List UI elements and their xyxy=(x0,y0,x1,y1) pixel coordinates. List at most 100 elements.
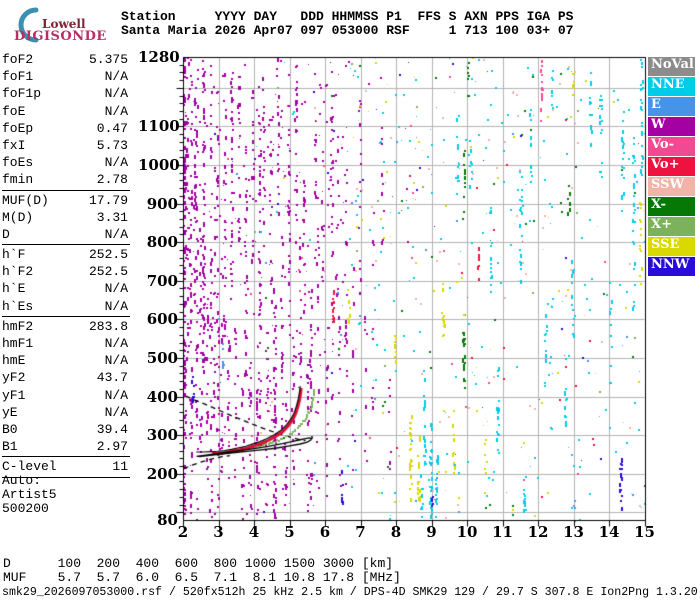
file-info-line: smk29_2026097053000.rsf / 520fx512h 25 k… xyxy=(2,586,698,599)
param-row-mufd: MUF(D) 17.79 xyxy=(2,192,128,209)
param-label: D xyxy=(2,226,10,242)
ionogram-plot xyxy=(173,47,655,529)
legend-item-w: W xyxy=(648,117,695,136)
x-axis-label: 13 xyxy=(563,523,584,541)
legend-item-x: X- xyxy=(648,197,695,216)
x-axis-label: 10 xyxy=(456,523,478,541)
param-label: MUF(D) xyxy=(2,192,49,208)
param-label: h`F2 xyxy=(2,264,34,280)
param-label: foEs xyxy=(2,155,34,171)
param-label: M(D) xyxy=(2,209,34,225)
param-value: N/A xyxy=(104,86,128,102)
param-row-fof1p: foF1p N/A xyxy=(2,85,128,102)
param-value: 283.8 xyxy=(88,318,128,334)
autoscaling-info: Auto: Artist5 500200 xyxy=(2,473,57,517)
param-label: foEp xyxy=(2,120,34,136)
y-axis-label: 700 xyxy=(146,271,178,290)
separator xyxy=(2,456,130,458)
param-label: fmin xyxy=(2,172,34,188)
param-value: 2.78 xyxy=(96,172,128,188)
y-axis-label: 800 xyxy=(146,233,178,252)
param-value: 11 xyxy=(112,459,128,475)
separator xyxy=(2,189,130,191)
x-axis-label: 7 xyxy=(355,523,366,541)
legend-item-nnw: NNW xyxy=(648,257,695,276)
lowell-digisonde-logo: Lowell DIGISONDE xyxy=(6,4,116,46)
param-label: B0 xyxy=(2,421,18,437)
separator xyxy=(2,315,130,317)
param-row-hmf2: hmF2 283.8 xyxy=(2,318,128,335)
x-axis-label: 2 xyxy=(177,523,189,541)
param-label: foE xyxy=(2,103,26,119)
param-value: N/A xyxy=(104,387,128,403)
param-label: hmF1 xyxy=(2,336,34,351)
y-axis-label: 200 xyxy=(146,464,178,483)
x-axis-label: 14 xyxy=(598,523,620,541)
param-label: B1 xyxy=(2,439,18,455)
param-label: foF1p xyxy=(2,86,42,102)
param-label: hmF2 xyxy=(2,318,34,334)
param-value: N/A xyxy=(104,353,128,369)
param-value: 252.5 xyxy=(88,247,128,263)
y-axis-label: 600 xyxy=(146,310,178,329)
param-row-fof1: foF1 N/A xyxy=(2,68,128,85)
param-value: 17.79 xyxy=(88,192,128,208)
param-value: N/A xyxy=(104,155,128,171)
param-row-he: h`E N/A xyxy=(2,280,128,297)
x-axis-label: 12 xyxy=(527,523,549,541)
param-label: foF2 xyxy=(2,52,34,67)
param-row-md: M(D) 3.31 xyxy=(2,209,128,226)
y-axis-label: 1100 xyxy=(138,117,180,136)
param-value: N/A xyxy=(104,404,128,420)
param-row-foep: foEp 0.47 xyxy=(2,120,128,137)
param-row-fof2: foF2 5.375 xyxy=(2,51,128,68)
parameter-panel: foF2 5.375 foF1 N/A foF1p N/A foE N/A foEp 0.47 fx… xyxy=(2,51,130,479)
param-value: N/A xyxy=(104,103,128,119)
param-row-clevel: C-level 11 xyxy=(2,458,128,475)
legend-item-x: X+ xyxy=(648,217,695,236)
muf-frequency-row: MUF 5.7 5.7 6.0 6.5 7.1 8.1 10.8 17.8 [M… xyxy=(3,570,401,585)
y-axis-label: 900 xyxy=(146,194,178,213)
y-axis-label: 500 xyxy=(146,348,178,367)
param-value: N/A xyxy=(104,281,128,297)
param-row-foes: foEs N/A xyxy=(2,154,128,171)
param-row-yf2: yF2 43.7 xyxy=(2,369,128,386)
param-value: 5.73 xyxy=(96,137,128,153)
muf-distance-row: D 100 200 400 600 800 1000 1500 3000 [km… xyxy=(3,556,394,571)
param-value: 5.375 xyxy=(88,52,128,67)
param-row-fxi: fxI 5.73 xyxy=(2,137,128,154)
legend-item-e: E xyxy=(648,97,695,116)
header-line-1: Station YYYY DAY DDD HHMMSS P1 FFS S AXN… xyxy=(121,9,574,24)
param-label: foF1 xyxy=(2,69,34,85)
param-label: yE xyxy=(2,404,18,420)
header-line-2: Santa Maria 2026 Apr07 097 053000 RSF 1 … xyxy=(121,23,574,38)
x-axis-label: 5 xyxy=(284,523,295,541)
logo-text-lowell: Lowell xyxy=(42,17,86,31)
param-value: N/A xyxy=(104,336,128,351)
param-label: fxI xyxy=(2,137,26,153)
param-label: h`F xyxy=(2,247,26,263)
param-label: h`E xyxy=(2,281,26,297)
legend-item-sse: SSE xyxy=(648,237,695,256)
crescent-icon xyxy=(18,7,39,43)
y-axis-label: 1000 xyxy=(138,156,180,175)
x-axis-label: 9 xyxy=(426,523,437,541)
param-label: yF1 xyxy=(2,387,26,403)
y-axis-label: 300 xyxy=(146,426,178,445)
param-label: C-level xyxy=(2,459,57,475)
param-row-hme: hmE N/A xyxy=(2,352,128,369)
param-row-hf: h`F 252.5 xyxy=(2,246,128,263)
param-row-hmf1: hmF1 N/A xyxy=(2,335,128,352)
x-axis-label: 4 xyxy=(248,523,260,541)
param-label: hmE xyxy=(2,353,26,369)
param-row-b1: B1 2.97 xyxy=(2,438,128,455)
param-row-d: D N/A xyxy=(2,226,128,243)
legend-item-vo: Vo+ xyxy=(648,157,695,176)
param-value: N/A xyxy=(104,226,128,242)
param-row-fmin: fmin 2.78 xyxy=(2,171,128,188)
param-label: yF2 xyxy=(2,370,26,386)
param-value: 0.47 xyxy=(96,120,128,136)
separator xyxy=(2,476,130,478)
param-row-yf1: yF1 N/A xyxy=(2,387,128,404)
